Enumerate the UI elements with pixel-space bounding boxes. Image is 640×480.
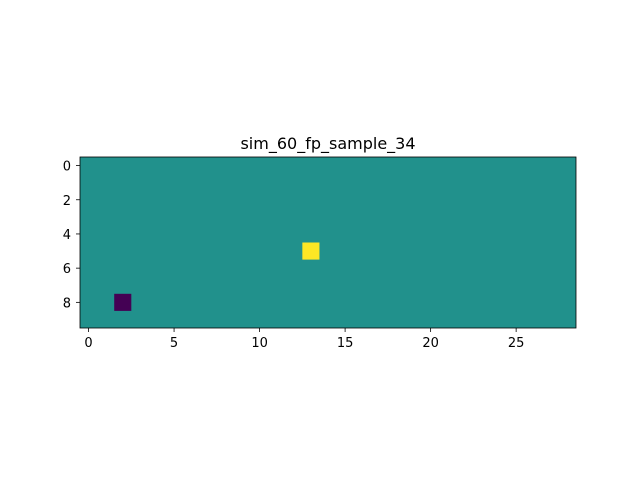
x-tick-label: 25	[508, 336, 525, 351]
y-tick-label: 0	[63, 160, 71, 175]
heatmap-background-cells	[80, 157, 576, 328]
x-tick-label: 5	[170, 336, 178, 351]
y-tick-label: 2	[63, 194, 71, 209]
x-tick-label: 0	[84, 336, 92, 351]
heatmap-cell	[302, 242, 320, 260]
chart-title: sim_60_fp_sample_34	[240, 134, 415, 154]
y-axis: 0 2 4 6 8	[63, 160, 80, 311]
x-tick-label: 10	[251, 336, 268, 351]
plot-frame	[79, 156, 577, 329]
y-tick-label: 8	[63, 296, 71, 311]
y-tick-label: 4	[63, 228, 71, 243]
plot-area	[79, 156, 577, 329]
heatmap-cell	[114, 293, 132, 311]
y-tick-label: 6	[63, 262, 71, 277]
x-tick-label: 15	[337, 336, 354, 351]
x-tick-label: 20	[422, 336, 439, 351]
x-axis: 0 5 10 15 20 25	[84, 328, 524, 351]
